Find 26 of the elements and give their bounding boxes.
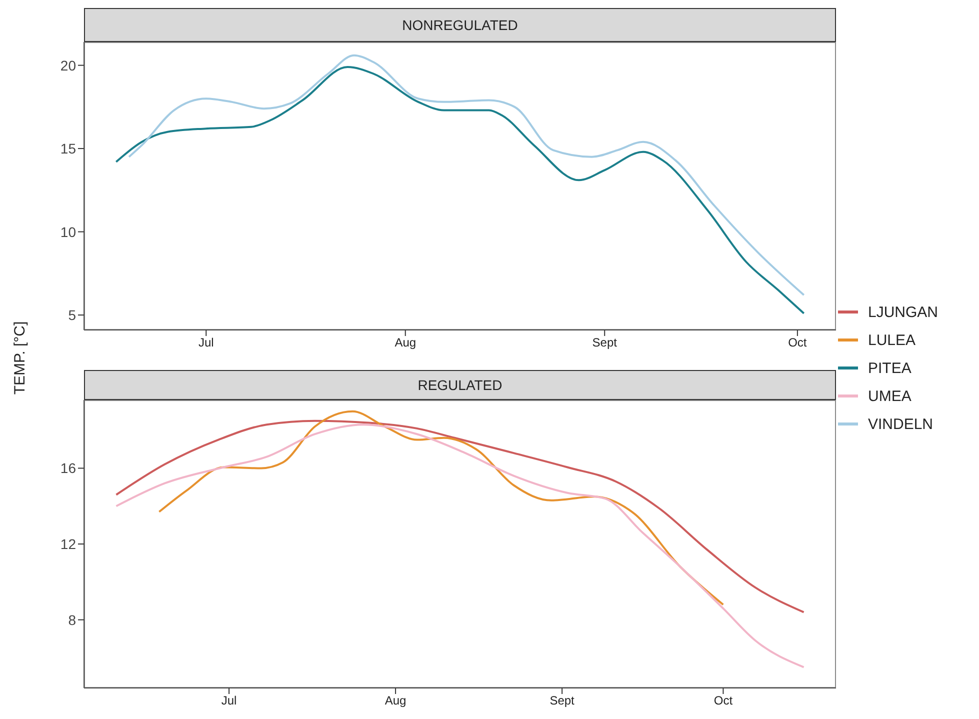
x-tick-label: Oct [714, 694, 734, 708]
y-tick-label: 16 [60, 460, 76, 476]
legend-label: VINDELN [868, 416, 934, 432]
legend-label: UMEA [868, 388, 912, 404]
x-tick-label: Oct [788, 336, 808, 350]
x-tick-label: Aug [394, 336, 416, 350]
line-series [158, 410, 724, 606]
line-series [115, 424, 805, 668]
y-axis-title: TEMP. [°C] [12, 321, 28, 395]
y-tick-label: 10 [60, 224, 76, 240]
legend-label: LULEA [868, 332, 916, 348]
chart-title: NONREGULATED [84, 8, 836, 43]
line-series [115, 420, 805, 614]
x-tick-label: Sept [550, 694, 576, 708]
x-tick-label: Jul [198, 336, 214, 350]
legend-label: PITEA [868, 360, 912, 376]
y-tick-label: 5 [68, 306, 76, 323]
legend-label: LJUNGAN [868, 304, 938, 320]
x-tick-label: Aug [384, 694, 406, 708]
x-tick-label: Jul [221, 694, 237, 708]
y-tick-label: 15 [60, 140, 76, 157]
y-tick-label: 8 [68, 612, 76, 628]
y-tick-label: 12 [60, 536, 76, 552]
y-tick-label: 20 [60, 57, 76, 74]
x-tick-label: Sept [592, 336, 618, 350]
chart-title: REGULATED [84, 370, 836, 401]
